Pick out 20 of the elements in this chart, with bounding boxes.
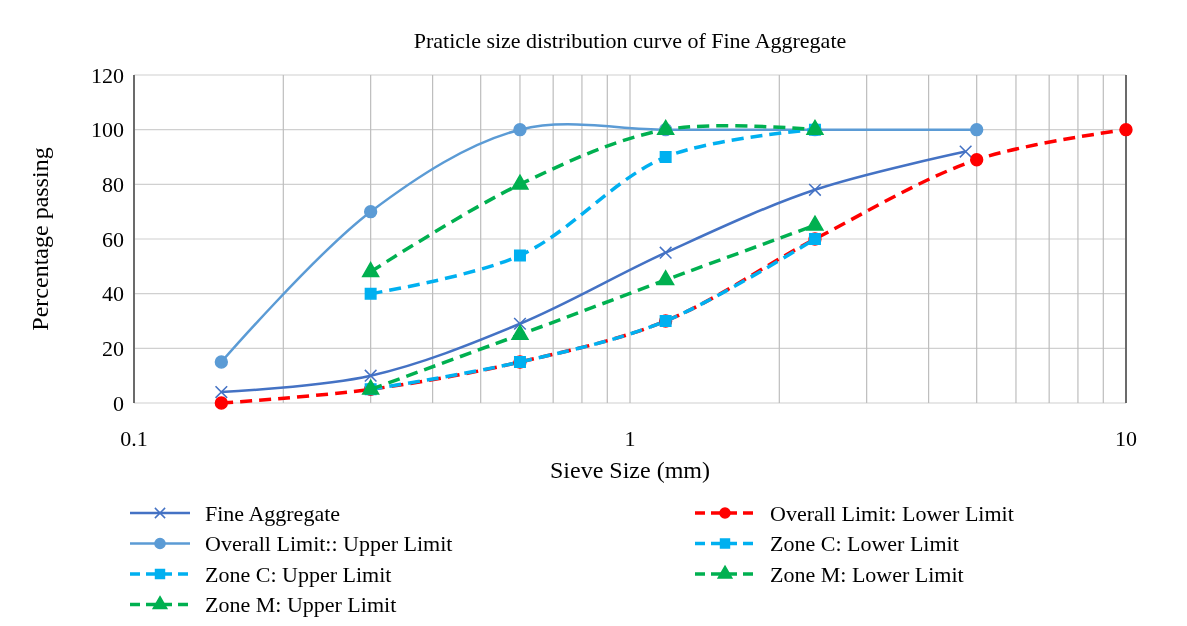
y-tick-label: 100 xyxy=(91,117,124,143)
chart-title: Praticle size distribution curve of Fine Aggregate xyxy=(413,28,847,53)
x-tick-label: 0.1 xyxy=(120,426,148,451)
legend-label: Zone M: Upper Limit xyxy=(205,592,397,618)
x-tick-label: 1 xyxy=(624,426,636,451)
legend-label: Zone C: Upper Limit xyxy=(205,561,392,587)
y-tick-label: 80 xyxy=(102,172,124,198)
y-tick-label: 60 xyxy=(102,226,124,252)
y-tick-label: 40 xyxy=(102,281,124,307)
legend-label: Overall Limit:: Upper Limit xyxy=(205,531,453,557)
y-axis-title: Percentage passing xyxy=(27,147,53,331)
y-tick-label: 0 xyxy=(113,390,124,416)
legend-label: Zone C: Lower Limit xyxy=(770,531,959,557)
y-tick-label: 20 xyxy=(102,336,124,362)
legend-label: Fine Aggregate xyxy=(205,500,341,526)
x-axis-title: Sieve Size (mm) xyxy=(550,457,710,483)
y-tick-label: 120 xyxy=(91,62,124,88)
legend-label: Zone M: Lower Limit xyxy=(770,561,964,587)
x-tick-label: 10 xyxy=(1115,426,1137,451)
legend-label: Overall Limit: Lower Limit xyxy=(770,500,1014,526)
